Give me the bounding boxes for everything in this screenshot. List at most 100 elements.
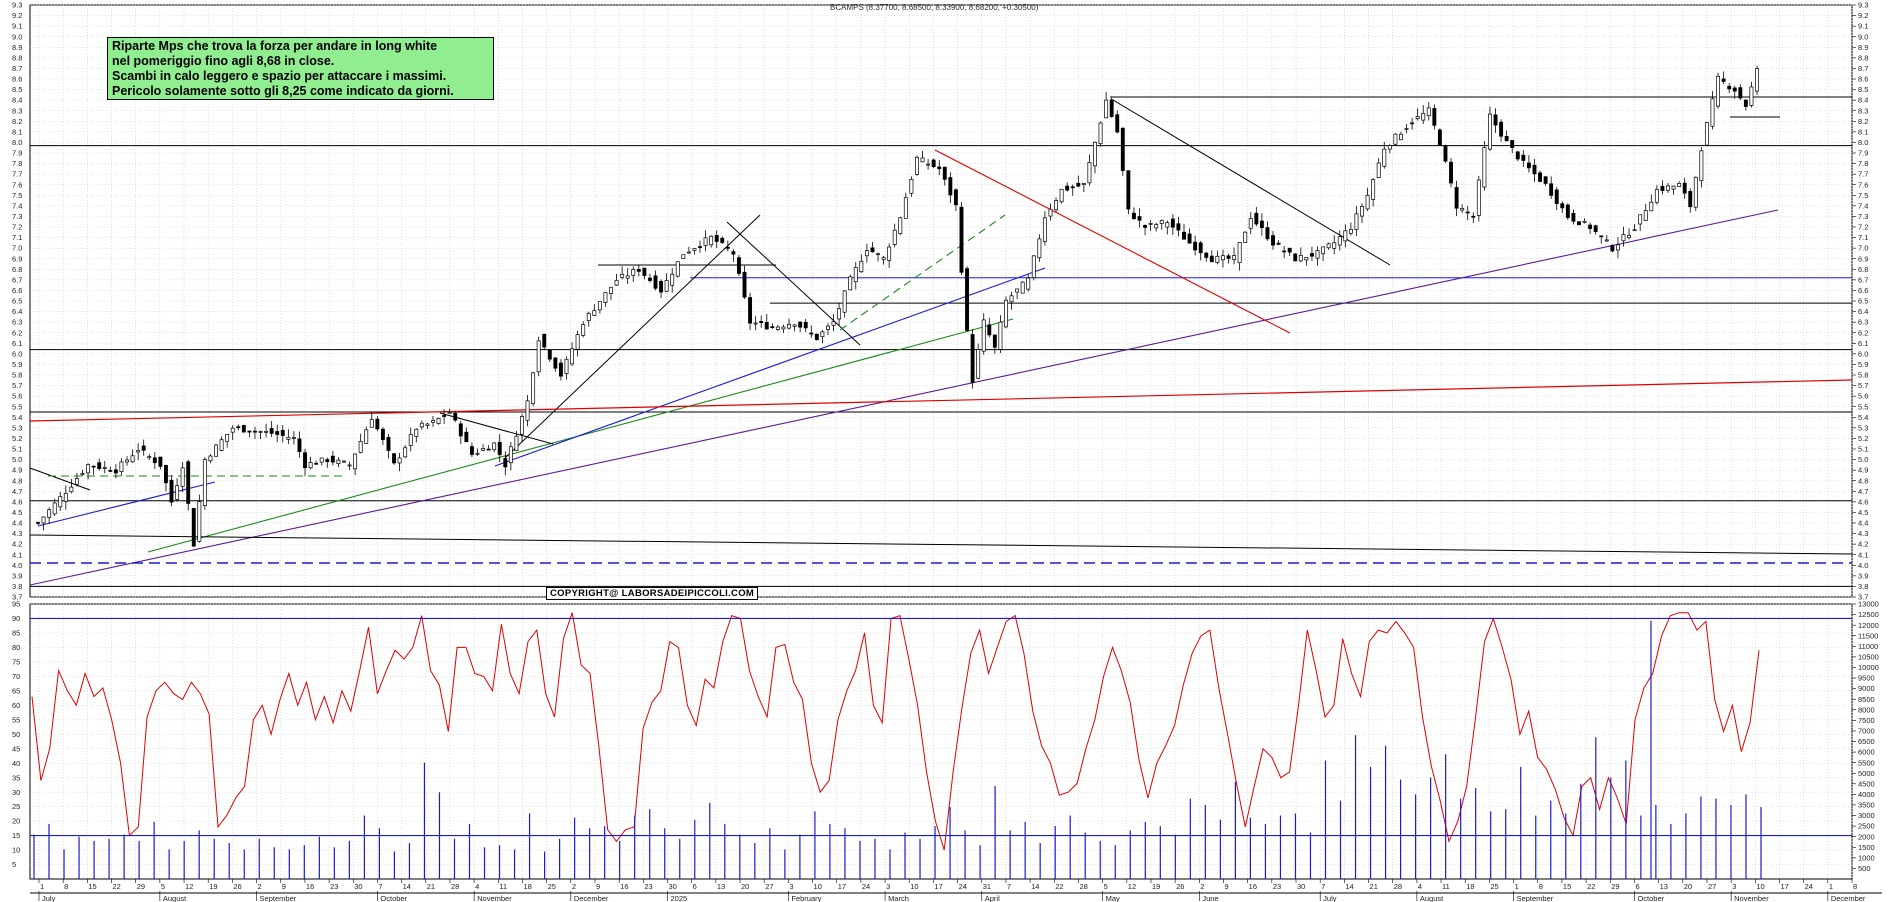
price-tick-label: 9.2 <box>1858 11 1868 20</box>
candle-body <box>725 246 730 249</box>
oscillator-tick-label: 55 <box>12 715 20 724</box>
date-tick-label: 20 <box>741 882 749 891</box>
candle-body <box>1521 154 1526 161</box>
candle-body <box>364 429 369 444</box>
price-tick-label-left: 7.1 <box>12 233 22 242</box>
candle-body <box>1109 99 1114 117</box>
candle-body <box>1710 98 1715 127</box>
trendline-red-long <box>29 379 1853 422</box>
oscillator-layer <box>30 612 1852 851</box>
oscillator-tick-label: 60 <box>12 701 20 710</box>
candle-body <box>1649 201 1654 212</box>
candle-body <box>603 292 608 303</box>
price-tick-label-left: 4.5 <box>12 508 22 517</box>
trendline-purple-long <box>29 209 1779 586</box>
candle-body <box>1226 255 1231 259</box>
candle-body <box>1137 216 1142 221</box>
candle-body <box>1643 210 1648 221</box>
candle-body <box>319 457 324 463</box>
candle-body <box>442 415 447 417</box>
candle-body <box>1315 250 1320 259</box>
trendline-black-may <box>1112 99 1391 266</box>
candle-body <box>308 462 313 469</box>
date-tick-label: 14 <box>1345 882 1353 891</box>
date-tick-label: 17 <box>838 882 846 891</box>
oscillator-tick-label: 30 <box>12 788 20 797</box>
candle-body <box>1298 255 1303 262</box>
candle-body <box>826 325 830 330</box>
price-tick-label-left: 3.9 <box>12 571 22 580</box>
candle-body <box>492 442 497 451</box>
candle-body <box>742 271 747 298</box>
price-tick-label: 4.8 <box>1858 476 1868 485</box>
price-tick-label: 7.4 <box>1858 201 1868 210</box>
volume-tick-label: 10500 <box>1858 652 1879 661</box>
price-tick-label-left: 9.2 <box>12 11 22 20</box>
candle-body <box>909 179 914 194</box>
candle-body <box>1031 255 1036 279</box>
price-tick-label: 6.2 <box>1858 328 1868 337</box>
candle-body <box>225 433 230 442</box>
date-tick-label: 19 <box>1152 882 1160 891</box>
candle-body <box>158 456 163 467</box>
candle-body <box>191 508 196 547</box>
candle-body <box>1310 253 1314 257</box>
candle-body <box>1215 255 1220 263</box>
price-tick-label: 7.7 <box>1858 170 1868 179</box>
price-tick-label-left: 6.8 <box>12 265 22 274</box>
price-tick-label-left: 7.0 <box>12 244 22 253</box>
candle-body <box>469 446 474 455</box>
candle-body <box>1565 204 1570 218</box>
date-tick-label: 15 <box>88 882 96 891</box>
price-tick-label: 7.1 <box>1858 233 1868 242</box>
candle-body <box>1721 78 1726 82</box>
candle-body <box>1276 242 1281 245</box>
levels-layer <box>30 96 1852 587</box>
candle-body <box>1243 231 1248 243</box>
candle-body <box>1154 224 1159 229</box>
date-tick-label: 12 <box>185 882 193 891</box>
price-tick-label: 4.6 <box>1858 497 1868 506</box>
oscillator-tick-label: 50 <box>12 730 20 739</box>
candle-body <box>1582 220 1587 223</box>
candle-body <box>1621 234 1626 242</box>
volume-tick-label: 6000 <box>1858 748 1875 757</box>
date-tick-label: 10 <box>1756 882 1764 891</box>
price-tick-label: 4.9 <box>1858 466 1868 475</box>
price-tick-label: 6.7 <box>1858 275 1868 284</box>
candle-body <box>814 333 819 340</box>
candle-body <box>737 257 741 274</box>
candle-body <box>286 437 291 440</box>
candle-body <box>564 358 569 374</box>
candle-body <box>709 235 714 246</box>
candle-body <box>1415 116 1420 119</box>
candle-body <box>1187 233 1192 244</box>
candle-body <box>625 275 630 279</box>
oscillator-tick-label: 10 <box>12 846 20 855</box>
price-tick-label-left: 3.7 <box>12 593 22 602</box>
candle-body <box>1120 127 1125 171</box>
candle-body <box>681 254 686 259</box>
candle-body <box>547 349 552 360</box>
oscillator-tick-label: 40 <box>12 759 20 768</box>
candle-body <box>325 459 330 462</box>
date-tick-label: 25 <box>1490 882 1498 891</box>
candle-body <box>558 362 563 377</box>
candle-body <box>731 251 736 255</box>
price-tick-label: 9.0 <box>1858 32 1868 41</box>
month-tick-label: December <box>574 894 609 902</box>
candle-body <box>1087 162 1092 184</box>
volume-tick-label: 8000 <box>1858 705 1875 714</box>
candle-body <box>1009 295 1014 303</box>
note-line: Pericolo solamente sotto gli 8,25 come i… <box>112 84 454 98</box>
oscillator-panel-frame <box>29 603 1853 880</box>
candle-body <box>764 322 769 330</box>
price-tick-label-left: 8.5 <box>12 85 22 94</box>
price-tick-label: 4.7 <box>1858 487 1868 496</box>
oscillator-tick-label: 65 <box>12 686 20 695</box>
volume-tick-label: 7000 <box>1858 727 1875 736</box>
candle-body <box>770 326 775 328</box>
oscillator-tick-label: 20 <box>12 817 20 826</box>
price-tick-label-left: 8.1 <box>12 127 22 136</box>
candle-body <box>703 237 708 246</box>
